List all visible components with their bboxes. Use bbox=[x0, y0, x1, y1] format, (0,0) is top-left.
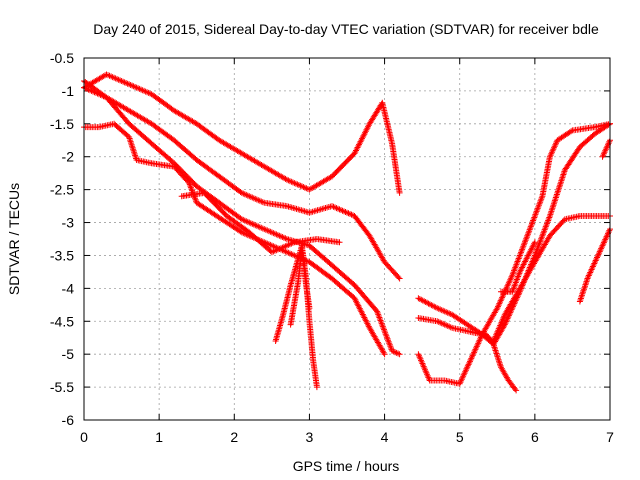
y-tick-label: -0.5 bbox=[50, 50, 74, 66]
data-point bbox=[515, 291, 522, 298]
y-tick-label: -4.5 bbox=[50, 313, 74, 329]
data-point bbox=[602, 146, 609, 153]
plot-frame bbox=[83, 57, 611, 421]
y-tick-label: -3.5 bbox=[50, 247, 74, 263]
series-track-5 bbox=[178, 189, 343, 256]
data-point bbox=[396, 275, 403, 282]
x-tick-label: 1 bbox=[155, 429, 163, 445]
data-point bbox=[336, 239, 343, 246]
series-track-10 bbox=[498, 239, 538, 295]
x-tick-label: 6 bbox=[531, 429, 539, 445]
data-point bbox=[464, 362, 471, 369]
y-tick-label: -4 bbox=[62, 280, 75, 296]
data-point bbox=[594, 254, 600, 261]
x-tick-label: 7 bbox=[606, 429, 614, 445]
y-tick-label: -2.5 bbox=[50, 182, 74, 198]
y-tick-label: -1.5 bbox=[50, 116, 74, 132]
y-tick-label: -5 bbox=[62, 346, 75, 362]
series-track-1 bbox=[81, 71, 403, 196]
x-tick-label: 0 bbox=[80, 429, 88, 445]
data-point bbox=[531, 239, 538, 246]
y-tick-label: -2 bbox=[62, 149, 75, 165]
data-point bbox=[395, 274, 402, 281]
series-track-8 bbox=[415, 120, 613, 387]
y-tick-label: -3 bbox=[62, 215, 75, 231]
x-tick-label: 4 bbox=[381, 429, 389, 445]
y-axis-label: SDTVAR / TECUs bbox=[6, 183, 22, 295]
x-tick-label: 2 bbox=[230, 429, 238, 445]
series-track-11 bbox=[576, 226, 613, 305]
series-track-12 bbox=[599, 137, 613, 160]
x-tick-label: 3 bbox=[306, 429, 314, 445]
data-point bbox=[306, 305, 313, 312]
series-track-7 bbox=[415, 120, 613, 348]
data-series bbox=[81, 71, 613, 394]
y-tick-label: -1 bbox=[62, 83, 75, 99]
chart-title: Day 240 of 2015, Sidereal Day-to-day VTE… bbox=[93, 21, 599, 37]
series-spike-2 bbox=[287, 245, 313, 328]
data-point bbox=[396, 351, 403, 358]
data-point bbox=[550, 146, 557, 153]
x-tick-label: 5 bbox=[456, 429, 464, 445]
x-axis-label: GPS time / hours bbox=[293, 458, 400, 474]
data-point bbox=[396, 189, 403, 196]
series-track-9 bbox=[483, 331, 520, 394]
y-tick-label: -5.5 bbox=[50, 379, 74, 395]
data-point bbox=[381, 351, 388, 358]
data-point bbox=[313, 384, 320, 391]
data-point bbox=[512, 386, 518, 392]
data-point bbox=[513, 387, 520, 394]
y-tick-label: -6 bbox=[62, 412, 75, 428]
data-point bbox=[568, 128, 575, 135]
